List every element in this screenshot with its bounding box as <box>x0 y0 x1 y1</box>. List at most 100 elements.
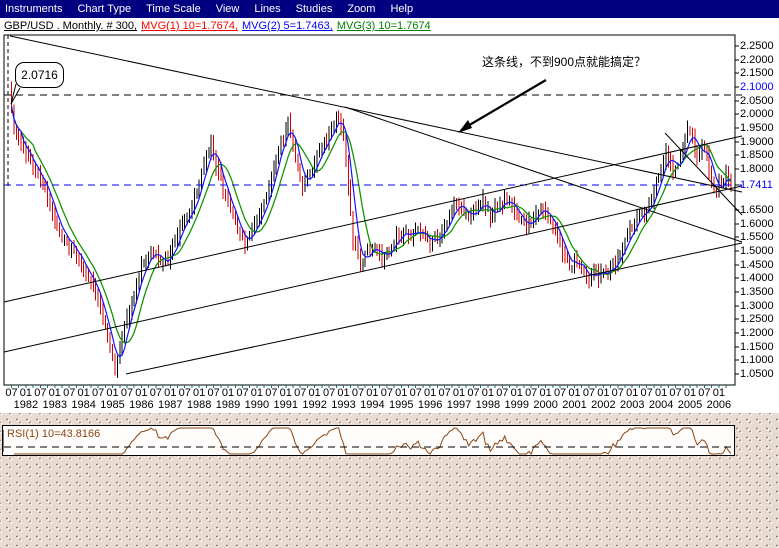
x-month-label-01: 01 <box>164 387 177 399</box>
menu-item-instruments[interactable]: Instruments <box>5 3 63 15</box>
x-month-label-07: 07 <box>438 387 451 399</box>
x-month-label-01: 01 <box>683 387 697 399</box>
x-year-label-2006: 2006 <box>706 399 732 411</box>
x-year-label-2003: 2003 <box>619 399 645 411</box>
main-chart-area[interactable] <box>0 34 779 413</box>
menu-item-zoom[interactable]: Zoom <box>347 3 376 15</box>
mvg2-label[interactable]: MVG(2) 5=1.7463, <box>242 20 333 32</box>
y-axis-label-2.1000: 2.1000 <box>740 81 774 93</box>
y-axis-label-1.2000: 1.2000 <box>740 327 774 339</box>
x-month-label-07: 07 <box>669 387 682 399</box>
x-year-label-1998: 1998 <box>475 399 501 411</box>
y-axis-label-1.7411: 1.7411 <box>740 179 773 191</box>
x-month-label-01: 01 <box>481 387 494 399</box>
x-month-label-01: 01 <box>452 387 466 399</box>
rsi-study-panel[interactable]: RSI(1) 10=43.8166 <box>2 425 735 456</box>
y-axis-label-1.5500: 1.5500 <box>740 231 774 243</box>
x-year-label-1984: 1984 <box>71 399 96 411</box>
menu-item-time-scale[interactable]: Time Scale <box>146 3 201 15</box>
x-month-label-07: 07 <box>351 387 365 399</box>
x-month-label-01: 01 <box>712 387 725 399</box>
x-month-label-01: 01 <box>654 387 668 399</box>
x-year-label-1987: 1987 <box>158 399 183 411</box>
x-month-label-01: 01 <box>366 387 379 399</box>
y-axis-label-1.1000: 1.1000 <box>740 354 774 366</box>
x-month-label-01: 01 <box>626 387 639 399</box>
x-month-label-01: 01 <box>193 387 206 399</box>
x-month-label-07: 07 <box>322 387 336 399</box>
y-axis-label-1.1500: 1.1500 <box>740 341 774 353</box>
x-year-label-1996: 1996 <box>417 399 443 411</box>
chart-title-bar: GBP/USD . Monthly. # 300, MVG(1) 10=1.767… <box>0 18 779 34</box>
x-year-label-1999: 1999 <box>504 399 529 411</box>
x-month-label-07: 07 <box>496 387 509 399</box>
x-month-label-07: 07 <box>265 387 278 399</box>
x-month-label-01: 01 <box>135 387 148 399</box>
menu-item-help[interactable]: Help <box>390 3 414 15</box>
x-month-label-07: 07 <box>178 387 191 399</box>
x-year-label-2000: 2000 <box>533 399 558 411</box>
y-axis-label-1.5000: 1.5000 <box>740 245 774 257</box>
x-month-label-01: 01 <box>424 387 437 399</box>
y-axis-label-1.3500: 1.3500 <box>740 286 774 298</box>
x-month-label-07: 07 <box>63 387 76 399</box>
x-year-label-1994: 1994 <box>360 399 385 411</box>
x-year-label-1985: 1985 <box>100 399 125 411</box>
menu-item-view[interactable]: View <box>215 3 240 15</box>
x-year-label-1982: 1982 <box>13 399 39 411</box>
x-year-label-2004: 2004 <box>648 399 674 411</box>
x-year-label-1993: 1993 <box>331 399 356 411</box>
y-axis-label-1.6500: 1.6500 <box>740 204 774 216</box>
y-axis-label-2.2000: 2.2000 <box>740 54 774 66</box>
x-month-label-01: 01 <box>48 387 61 399</box>
x-month-label-07: 07 <box>120 387 134 399</box>
menu-item-lines[interactable]: Lines <box>254 3 281 15</box>
y-axis-label-2.0500: 2.0500 <box>740 95 774 107</box>
symbol-label[interactable]: GBP/USD . Monthly. # 300, <box>4 20 138 32</box>
x-year-label-1995: 1995 <box>389 399 414 411</box>
y-axis-label-1.0500: 1.0500 <box>740 368 774 380</box>
mvg3-label[interactable]: MVG(3) 10=1.7674 <box>336 20 431 32</box>
rsi-study-label[interactable]: RSI(1) 10=43.8166 <box>7 428 101 440</box>
x-month-label-07: 07 <box>5 387 18 399</box>
y-axis-label-1.9500: 1.9500 <box>740 122 774 134</box>
x-month-label-01: 01 <box>568 387 581 399</box>
x-month-label-07: 07 <box>582 387 596 399</box>
mvg1-label[interactable]: MVG(1) 10=1.7674, <box>141 20 238 32</box>
x-month-label-01: 01 <box>106 387 119 399</box>
x-month-label-07: 07 <box>467 387 480 399</box>
x-year-label-1989: 1989 <box>215 399 241 411</box>
x-month-label-07: 07 <box>207 387 220 399</box>
x-month-label-07: 07 <box>611 387 624 399</box>
x-month-label-01: 01 <box>279 387 292 399</box>
x-month-label-07: 07 <box>34 387 47 399</box>
chinese-annotation-text: 这条线，不到900点就能搞定？ <box>482 55 647 69</box>
x-year-label-1997: 1997 <box>446 399 472 411</box>
x-month-label-07: 07 <box>698 387 711 399</box>
menu-bar: Instruments Chart Type Time Scale View Lines… <box>0 0 779 18</box>
x-month-label-07: 07 <box>525 387 538 399</box>
y-axis-label-2.2500: 2.2500 <box>740 40 774 52</box>
x-month-label-01: 01 <box>510 387 523 399</box>
x-year-label-1983: 1983 <box>42 399 68 411</box>
x-year-label-1988: 1988 <box>186 399 212 411</box>
y-axis-label-1.8500: 1.8500 <box>740 149 774 161</box>
y-axis-label-1.6000: 1.6000 <box>740 218 774 230</box>
x-month-label-01: 01 <box>77 387 90 399</box>
x-month-label-01: 01 <box>539 387 552 399</box>
x-month-label-07: 07 <box>380 387 393 399</box>
price-callout-2.0716[interactable]: 2.0716 <box>15 62 64 88</box>
x-month-label-07: 07 <box>149 387 162 399</box>
x-month-label-07: 07 <box>91 387 105 399</box>
x-month-label-01: 01 <box>221 387 235 399</box>
menu-item-studies[interactable]: Studies <box>295 3 333 15</box>
x-year-label-1990: 1990 <box>244 399 270 411</box>
y-axis-label-2.0000: 2.0000 <box>740 108 774 120</box>
y-axis-label-1.8000: 1.8000 <box>740 163 774 175</box>
menu-item-chart-type[interactable]: Chart Type <box>77 3 132 15</box>
y-axis-label-1.4500: 1.4500 <box>740 259 774 271</box>
x-month-label-01: 01 <box>597 387 610 399</box>
y-axis-label-2.1500: 2.1500 <box>740 67 774 79</box>
x-month-label-07: 07 <box>553 387 567 399</box>
x-month-label-01: 01 <box>250 387 264 399</box>
